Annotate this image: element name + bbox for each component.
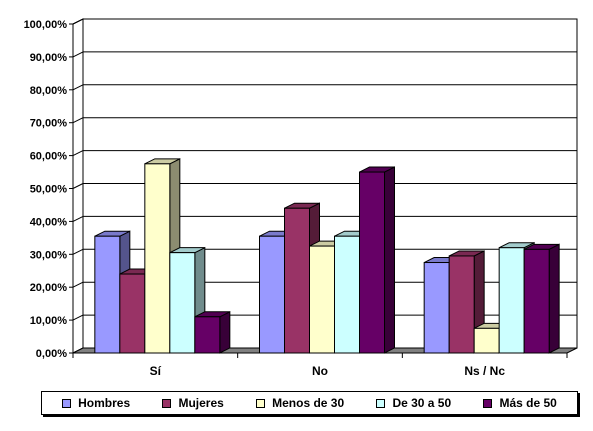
legend-item: Mujeres <box>162 396 224 410</box>
x-category-label: Sí <box>150 364 162 378</box>
legend-item: Más de 50 <box>483 396 557 410</box>
bar <box>523 243 560 354</box>
y-tick-label: 10,00% <box>30 315 68 327</box>
y-tick-label: 100,00% <box>24 19 68 31</box>
legend-item: De 30 a 50 <box>376 396 451 410</box>
gridline-side <box>72 215 84 222</box>
legend-label: Menos de 30 <box>272 396 345 410</box>
legend-label: Más de 50 <box>499 396 557 410</box>
y-tick-label: 20,00% <box>30 282 68 294</box>
legend-item: Menos de 30 <box>256 396 344 410</box>
y-tick-label: 90,00% <box>30 52 68 64</box>
bar-chart: 0,00% 10,00% 20,00% 30,00% 40,00% 50,00% 60,00… <box>24 18 578 378</box>
legend-label: De 30 a 50 <box>392 396 452 410</box>
y-tick-label: 40,00% <box>30 216 68 228</box>
gridline-side <box>72 183 84 189</box>
legend-swatch <box>376 398 386 408</box>
y-tick-label: 0,00% <box>36 348 67 360</box>
x-axis: Sí No Ns / Nc <box>72 352 568 378</box>
legend-swatch <box>62 398 72 408</box>
gridline-side <box>72 84 84 91</box>
x-category-label: No <box>312 364 328 378</box>
gridline-side <box>72 314 84 321</box>
gridline-side <box>72 248 84 255</box>
gridline-side <box>72 117 84 124</box>
gridline-side <box>72 18 84 25</box>
legend-swatch <box>483 398 493 408</box>
gridline-side <box>72 51 84 58</box>
legend-item: Hombres <box>62 396 130 410</box>
bar <box>194 311 231 354</box>
y-tick-label: 60,00% <box>30 151 68 163</box>
y-axis: 0,00% 10,00% 20,00% 30,00% 40,00% 50,00% 60,00… <box>24 19 74 360</box>
legend: Hombres Mujeres Menos de 30 De 30 a 50 Más d… <box>41 391 578 415</box>
gridline-side <box>72 281 84 288</box>
x-category-label: Ns / Nc <box>464 364 505 378</box>
legend-swatch <box>162 398 172 408</box>
y-tick-label: 80,00% <box>30 85 68 97</box>
legend-label: Mujeres <box>178 396 224 410</box>
bars <box>94 158 560 354</box>
bar <box>359 166 395 354</box>
y-tick-label: 30,00% <box>30 249 68 261</box>
y-tick-label: 70,00% <box>30 118 68 130</box>
y-tick-label: 50,00% <box>30 184 68 196</box>
gridline-side <box>72 150 84 157</box>
legend-label: Hombres <box>78 396 131 410</box>
legend-swatch <box>256 398 266 408</box>
